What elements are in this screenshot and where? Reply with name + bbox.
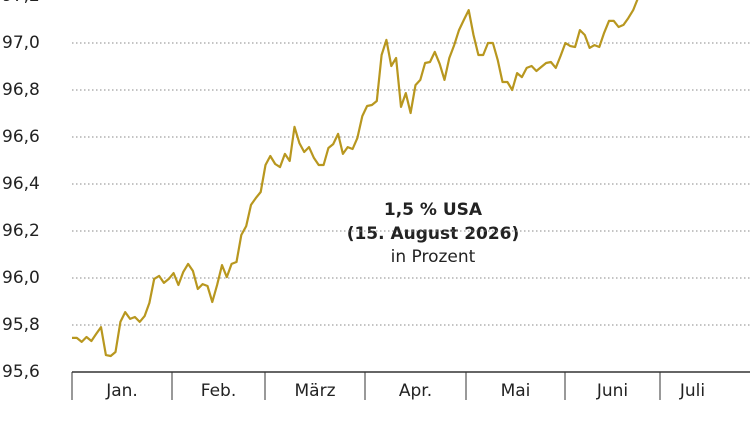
y-tick-label: 95,8 [2, 315, 40, 335]
annotation: (15. August 2026) [347, 224, 520, 244]
y-tick-label: 96,4 [2, 174, 40, 194]
x-tick-label: Feb. [201, 381, 237, 401]
y-tick-label: 96,2 [2, 221, 40, 241]
y-tick-label: 96,8 [2, 80, 40, 100]
y-tick-label: 96,0 [2, 268, 40, 288]
annotation: 1,5 % USA [384, 200, 483, 220]
y-tick-label: 97,0 [2, 33, 40, 53]
x-tick-label: Juni [596, 381, 628, 401]
y-tick-label: 97,2 [2, 0, 40, 6]
line [72, 0, 639, 358]
x-tick-label: Jan. [105, 381, 138, 401]
y-tick-label: 95,6 [2, 362, 40, 382]
x-tick-label: Juli [679, 381, 705, 401]
x-tick-label: März [295, 381, 336, 401]
x-tick-label: Mai [501, 381, 531, 401]
y-tick-label: 96,6 [2, 127, 40, 147]
annotation: in Prozent [391, 247, 476, 267]
x-tick-label: Apr. [399, 381, 432, 401]
